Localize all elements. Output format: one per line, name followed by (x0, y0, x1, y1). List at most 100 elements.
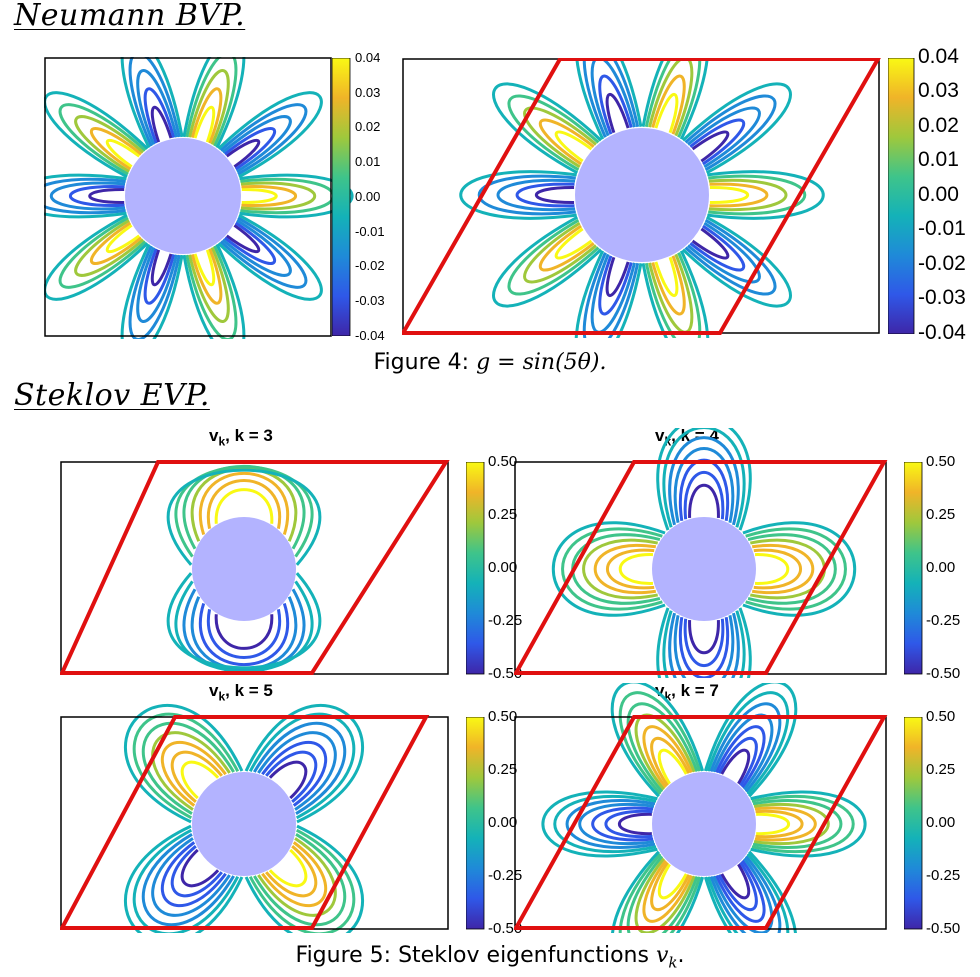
contour-line (136, 69, 178, 146)
contour-line (684, 218, 777, 296)
contour-line (261, 841, 328, 908)
contour-line (217, 91, 323, 179)
figure5-panel-k3: vk, k = 3 0.50 0.25 0.00 -0.25 -0.50 (60, 426, 522, 682)
contour-line (49, 181, 126, 211)
colorbar-tick-label: 0.03 (355, 84, 381, 100)
rhombus-boundary (514, 715, 888, 930)
contour-line (642, 859, 693, 923)
contour-line (689, 118, 746, 166)
contour-line (58, 103, 147, 176)
contour-line (221, 115, 292, 173)
colorbar-tick-label: 0.50 (488, 707, 518, 725)
figure4-panel-rhombus: 0.04 0.03 0.02 0.01 0.00 -0.01 -0.02 -0.03 -0.04 (402, 45, 980, 344)
contour-line (219, 216, 308, 289)
contour-line (657, 863, 688, 900)
contour-line (683, 470, 725, 520)
colorbar-tick-label: 0.01 (355, 154, 381, 170)
colorbar-tick-label: -0.03 (355, 293, 385, 309)
contour-line (150, 249, 173, 287)
inclusion-disk (652, 517, 756, 621)
contour-line (689, 224, 746, 272)
colorbar-tick-label: -0.01 (918, 217, 966, 241)
contour-line (221, 219, 292, 277)
contour-line (105, 139, 141, 168)
inclusion-disk (125, 138, 241, 254)
contour-line (132, 828, 240, 933)
contour-line (166, 572, 322, 670)
contour-line (190, 87, 223, 144)
colorbar (466, 462, 485, 675)
contour-line (657, 748, 688, 785)
contour-line (668, 436, 740, 526)
contour-line (185, 245, 238, 339)
contour-line (120, 243, 184, 339)
contour-line (651, 255, 686, 316)
contour-line (538, 118, 595, 166)
contour-line (507, 218, 600, 296)
contour-line (673, 447, 735, 524)
colorbar-tick-label: -0.03 (918, 286, 966, 310)
contour-line (261, 740, 328, 807)
contour-line (515, 182, 575, 208)
contour-line (151, 731, 231, 811)
contour-line (644, 252, 702, 338)
contour-line (708, 174, 807, 216)
contour-line (753, 548, 803, 590)
panel-title: vk, k = 7 (655, 681, 719, 704)
contour-line (268, 848, 308, 888)
contour-line (88, 188, 125, 204)
contour-plot (60, 704, 449, 933)
contour-line (715, 859, 766, 923)
contour-plot (402, 58, 881, 338)
contour-line (641, 58, 709, 140)
contour-line (188, 246, 230, 323)
contour-line (703, 683, 798, 798)
colorbar (904, 717, 923, 930)
contour-line (74, 219, 145, 277)
contour-line (552, 521, 666, 617)
contour-line (756, 812, 790, 836)
colorbar-tick-label: -0.04 (918, 320, 966, 344)
contour-line (554, 227, 593, 260)
contour-line (190, 596, 298, 671)
contour-line (582, 58, 640, 138)
colorbar-tick-label: 0.50 (926, 452, 956, 470)
contour-line (554, 130, 593, 163)
colorbar-tick-label: 0.25 (488, 505, 518, 523)
contour-line (706, 853, 790, 933)
contour-line (492, 82, 602, 175)
contour-line (132, 712, 240, 820)
contour-line (742, 521, 856, 617)
contour-line (582, 538, 659, 600)
contour-line (682, 215, 792, 308)
contour-line (268, 760, 308, 800)
contour-line (248, 712, 356, 820)
contour-line (225, 224, 261, 253)
contour-line (190, 248, 223, 305)
contour-line (507, 94, 600, 172)
contour-line (68, 184, 125, 208)
contour-line (751, 795, 855, 853)
contour-line (707, 170, 825, 220)
colorbar-tick-label: -0.02 (918, 251, 966, 275)
contour-line (265, 750, 318, 803)
contour-line (253, 833, 347, 927)
contour-line (682, 82, 792, 175)
caption-prefix: Figure 4: (373, 350, 477, 375)
contour-line (523, 221, 597, 284)
contour-line (44, 173, 127, 219)
contour-line (709, 186, 749, 204)
contour-plot (60, 460, 450, 675)
contour-line (706, 691, 790, 795)
contour-line (225, 139, 261, 168)
contour-line (150, 105, 173, 143)
contour-line (691, 130, 730, 163)
contour-line (605, 548, 655, 590)
contour-line (151, 837, 231, 917)
colorbar-tick-label: 0.00 (355, 188, 381, 204)
contour-line (755, 553, 790, 585)
contour-line (673, 614, 735, 678)
contour-line (650, 736, 691, 787)
colorbar (332, 58, 351, 336)
contour-line (618, 812, 652, 836)
